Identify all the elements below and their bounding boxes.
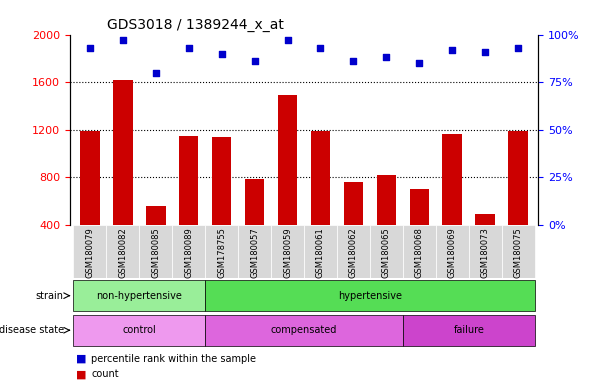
Bar [304,225,337,278]
Bar [403,225,436,278]
Bar [278,95,297,272]
Bar [337,225,370,278]
Bar [469,225,502,278]
Text: control: control [122,325,156,335]
Bar [344,182,364,272]
Bar [172,225,205,278]
Bar [370,225,403,278]
Bar [311,131,330,272]
Bar [443,134,462,272]
Text: failure: failure [454,325,485,335]
Text: GSM180059: GSM180059 [283,227,292,278]
Bar [205,315,403,346]
Point [85,45,95,51]
Text: GSM180079: GSM180079 [85,227,94,278]
Point [118,37,128,43]
Bar [212,137,232,272]
Text: GDS3018 / 1389244_x_at: GDS3018 / 1389244_x_at [108,18,285,32]
Text: GSM180057: GSM180057 [250,227,259,278]
Text: hypertensive: hypertensive [338,291,402,301]
Text: ■: ■ [76,354,86,364]
Text: percentile rank within the sample: percentile rank within the sample [91,354,256,364]
Bar [112,80,133,272]
Point [513,45,523,51]
Point [316,45,325,51]
Point [184,45,193,51]
Text: disease state: disease state [0,325,64,335]
Bar [436,225,469,278]
Bar [205,225,238,278]
Bar [238,225,271,278]
Bar [244,179,264,272]
Bar [106,225,139,278]
Text: ■: ■ [76,369,86,379]
Bar [410,189,429,272]
Point [250,58,260,64]
Point [382,54,392,60]
Bar [271,225,304,278]
Bar [205,280,535,311]
Text: GSM180075: GSM180075 [514,227,523,278]
Point [348,58,358,64]
Point [447,47,457,53]
Bar [376,175,396,272]
Text: GSM180069: GSM180069 [448,227,457,278]
Text: GSM180082: GSM180082 [118,227,127,278]
Text: GSM180065: GSM180065 [382,227,391,278]
Bar [80,131,100,272]
Bar [73,225,106,278]
Text: count: count [91,369,119,379]
Text: GSM180085: GSM180085 [151,227,160,278]
Bar [403,315,535,346]
Bar [475,214,496,272]
Bar [502,225,535,278]
Text: GSM180073: GSM180073 [481,227,490,278]
Bar [508,131,528,272]
Point [216,51,226,57]
Bar [146,206,165,272]
Text: GSM180089: GSM180089 [184,227,193,278]
Text: GSM178755: GSM178755 [217,227,226,278]
Point [480,49,490,55]
Text: GSM180062: GSM180062 [349,227,358,278]
Point [151,70,161,76]
Text: non-hypertensive: non-hypertensive [96,291,182,301]
Bar [73,315,205,346]
Bar [139,225,172,278]
Text: compensated: compensated [271,325,337,335]
Point [415,60,424,66]
Text: GSM180068: GSM180068 [415,227,424,278]
Text: strain: strain [36,291,64,301]
Text: GSM180061: GSM180061 [316,227,325,278]
Point [283,37,292,43]
Bar [73,280,205,311]
Bar [179,136,198,272]
